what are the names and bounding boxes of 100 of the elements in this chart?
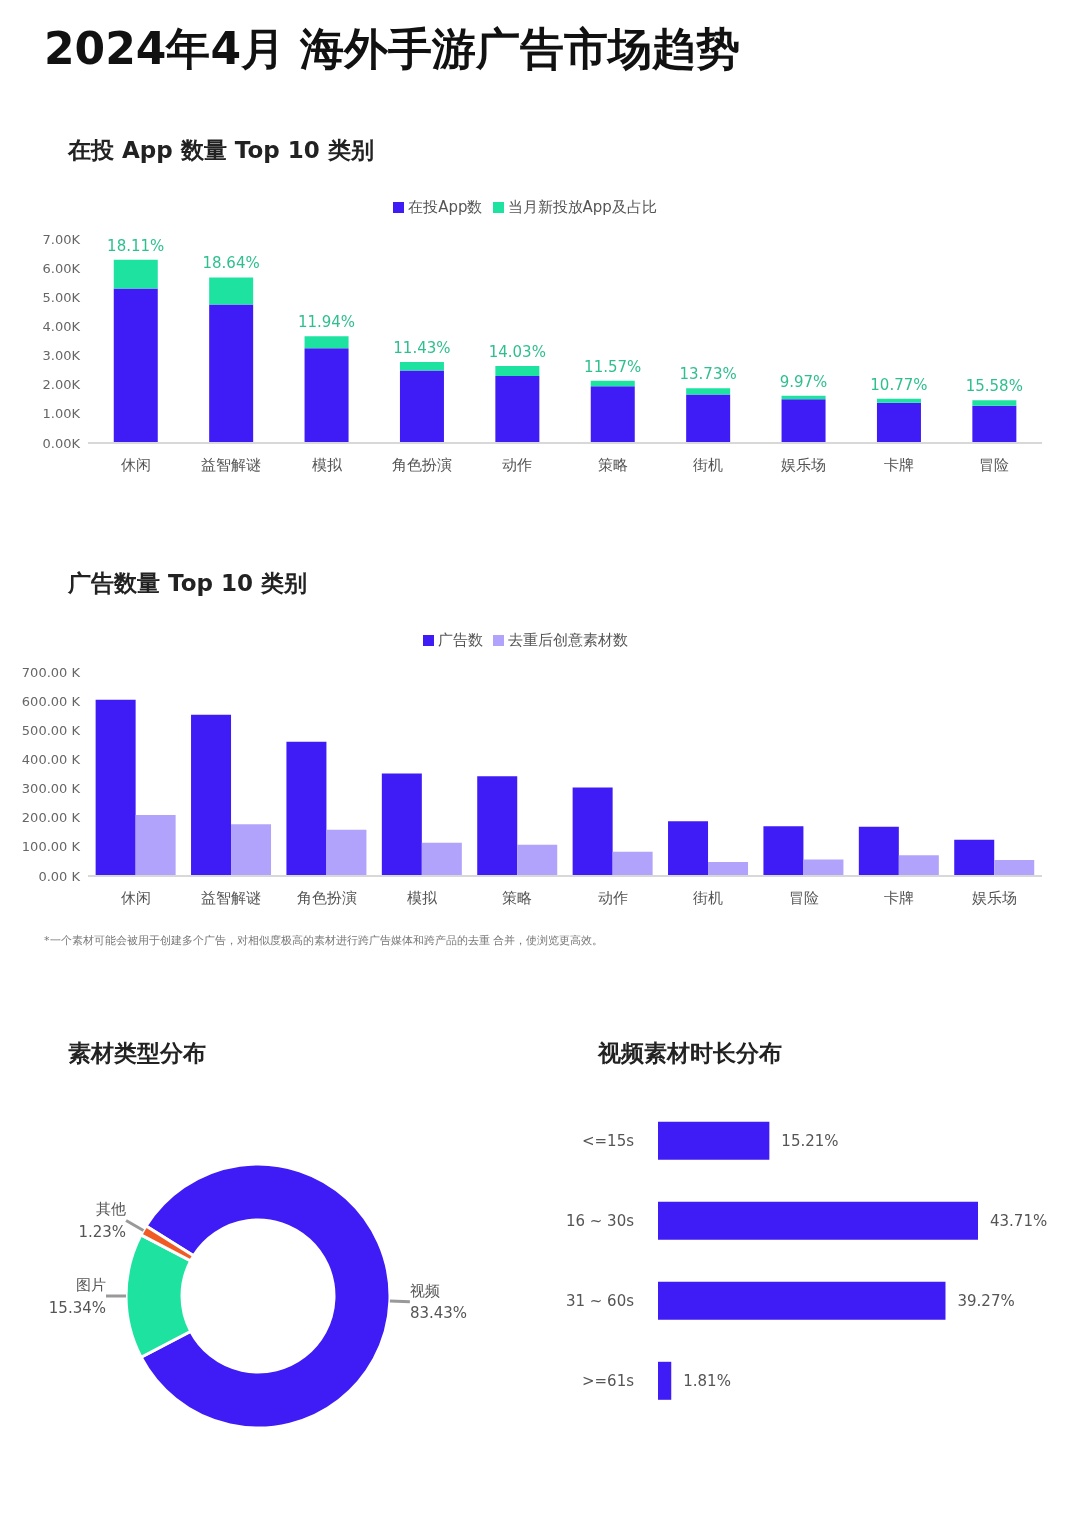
x-tick-label: 策略 — [597, 455, 628, 474]
slice-label: 图片 — [76, 1276, 106, 1295]
legend-label: 去重后创意素材数 — [507, 631, 628, 649]
bar — [668, 821, 709, 876]
bar — [954, 839, 995, 876]
bar — [763, 826, 804, 876]
x-tick-label: 角色扮演 — [296, 888, 357, 907]
annotation: 11.43% — [393, 338, 451, 357]
x-tick-label: 角色扮演 — [391, 455, 452, 474]
y-tick-label: 2.00K — [42, 377, 81, 393]
x-tick-label: 模拟 — [311, 455, 343, 474]
bar — [231, 824, 272, 876]
bar — [495, 375, 540, 443]
slice-label: 视频 — [409, 1281, 440, 1300]
chart-subtitle: 在投 App 数量 Top 10 类别 — [68, 136, 375, 165]
bar — [135, 815, 176, 876]
bar — [572, 787, 613, 876]
chart-title: 广告数量 Top 10 类别 — [68, 569, 308, 598]
bar — [876, 398, 921, 403]
slice-label: 其他 — [96, 1200, 127, 1219]
bar — [421, 842, 462, 876]
y-tick-label: 0.00K — [42, 435, 81, 451]
x-tick-label: 策略 — [502, 888, 533, 907]
data-label: 15.21% — [781, 1132, 839, 1151]
y-tick-label: 400.00 K — [21, 752, 81, 768]
bar — [590, 386, 635, 443]
y-tick-label: <=15s — [581, 1132, 635, 1151]
bar — [381, 773, 422, 876]
data-label: 1.23% — [78, 1222, 127, 1241]
annotation: 18.64% — [202, 254, 260, 273]
bar — [304, 348, 349, 443]
legend-label: 在投App数 — [408, 198, 483, 216]
bar — [781, 399, 826, 443]
chart-title: 视频素材时长分布 — [598, 1039, 783, 1068]
bar — [399, 370, 444, 443]
bar — [209, 277, 254, 305]
y-tick-label: 6.00K — [42, 260, 81, 276]
y-tick-label: 0.00 K — [38, 868, 81, 884]
bar — [95, 699, 136, 876]
legend-label: 广告数 — [437, 631, 483, 649]
x-tick-label: 卡牌 — [883, 888, 914, 907]
bar — [658, 1281, 946, 1320]
annotation: 11.57% — [584, 357, 642, 376]
annotation: 11.94% — [297, 313, 356, 332]
annotation: 10.77% — [870, 375, 928, 394]
annotation: 9.97% — [779, 372, 828, 391]
chart-title: 素材类型分布 — [68, 1039, 207, 1068]
y-tick-label: 100.00 K — [21, 839, 81, 855]
x-tick-label: 动作 — [502, 455, 533, 474]
bar — [113, 259, 158, 289]
x-tick-label: 娱乐场 — [781, 455, 826, 474]
x-tick-label: 娱乐场 — [971, 888, 1017, 907]
data-label: 15.34% — [48, 1298, 106, 1317]
chart-title: 2024年4月 海外手游广告市场趋势 — [44, 22, 742, 76]
y-tick-label: 700.00 K — [21, 664, 81, 680]
x-tick-label: 街机 — [693, 888, 724, 907]
bar — [304, 336, 349, 349]
annotation: 15.58% — [965, 377, 1023, 396]
bar — [994, 859, 1035, 876]
y-tick-label: 200.00 K — [21, 810, 81, 826]
y-tick-label: 1.00K — [42, 406, 81, 422]
y-tick-label: 5.00K — [42, 289, 81, 305]
x-tick-label: 益智解谜 — [201, 455, 262, 474]
bar — [686, 388, 731, 395]
annotation: 18.11% — [107, 236, 165, 255]
bar — [972, 400, 1017, 406]
bar — [612, 851, 653, 876]
y-tick-label: 300.00 K — [21, 781, 81, 797]
annotation: 14.03% — [488, 343, 546, 362]
y-tick-label: 3.00K — [42, 348, 81, 364]
x-tick-label: 冒险 — [979, 455, 1010, 474]
bar — [876, 402, 921, 443]
x-tick-label: 休闲 — [120, 455, 151, 474]
y-tick-label: >=61s — [581, 1372, 635, 1391]
bar — [658, 1121, 770, 1160]
x-tick-label: 模拟 — [406, 888, 438, 907]
data-label: 1.81% — [683, 1372, 731, 1391]
x-tick-label: 益智解谜 — [201, 888, 262, 907]
y-tick-label: 4.00K — [42, 319, 81, 335]
bar — [658, 1201, 978, 1240]
bar — [686, 394, 731, 443]
x-tick-label: 动作 — [597, 888, 628, 907]
bar — [658, 1361, 672, 1400]
bar — [898, 855, 939, 876]
annotation: 13.73% — [679, 365, 737, 384]
y-tick-label: 500.00 K — [21, 722, 81, 738]
bar — [209, 304, 254, 443]
bar — [326, 829, 367, 876]
data-label: 39.27% — [957, 1292, 1015, 1311]
y-tick-label: 600.00 K — [21, 693, 81, 709]
y-tick-label: 31 ~ 60s — [565, 1292, 635, 1311]
x-tick-label: 街机 — [693, 455, 724, 474]
bar — [517, 844, 558, 876]
bar — [477, 776, 518, 876]
text: *一个素材可能会被用于创建多个广告，对相似度极高的素材进行跨广告媒体和跨产品的去重 合并，使浏览更高效。 — [44, 933, 604, 948]
bar — [972, 405, 1017, 443]
bar — [286, 741, 327, 876]
data-label: 43.71% — [990, 1212, 1048, 1231]
bar — [191, 714, 232, 876]
x-tick-label: 卡牌 — [883, 455, 914, 474]
